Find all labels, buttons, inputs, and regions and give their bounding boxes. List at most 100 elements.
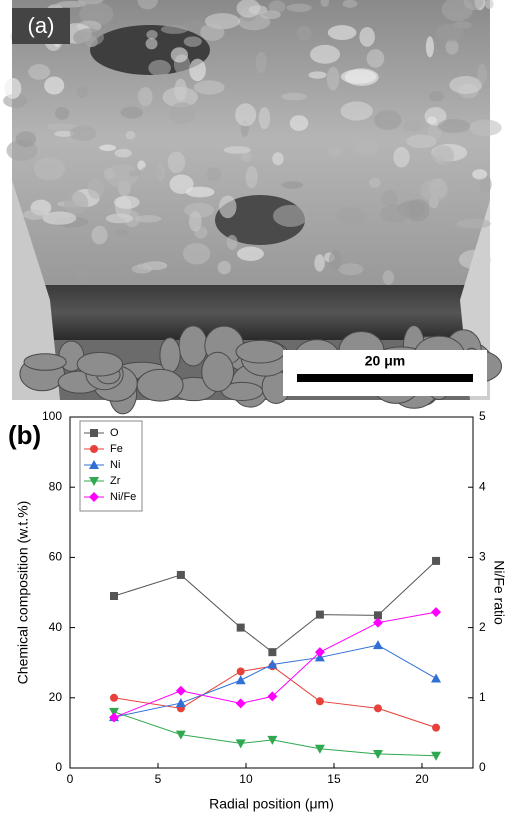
- texture: [287, 4, 312, 12]
- texture: [139, 166, 162, 181]
- grain: [160, 338, 180, 373]
- texture: [449, 76, 482, 94]
- texture: [367, 49, 385, 68]
- texture: [129, 170, 141, 176]
- x-tick-label: 0: [67, 772, 74, 786]
- texture: [273, 205, 308, 227]
- texture: [184, 36, 202, 47]
- texture: [436, 24, 464, 42]
- texture: [171, 47, 188, 62]
- texture: [73, 28, 104, 46]
- marker: [110, 592, 118, 600]
- texture: [170, 175, 194, 195]
- marker: [176, 686, 186, 696]
- y2-tick-label: 5: [479, 409, 486, 423]
- texture: [115, 149, 132, 158]
- texture: [393, 147, 409, 168]
- grain: [77, 352, 122, 376]
- grain: [202, 352, 234, 391]
- texture: [427, 116, 437, 124]
- texture: [359, 27, 375, 47]
- marker: [177, 571, 185, 579]
- y2-tick-label: 0: [479, 760, 486, 774]
- texture: [121, 107, 143, 119]
- texture: [146, 30, 157, 39]
- y2-axis-label: Ni/Fe ratio: [491, 560, 505, 625]
- marker: [90, 429, 98, 437]
- texture: [161, 25, 188, 34]
- texture: [327, 67, 340, 91]
- figure: (a) 20 μm (b) 05101520020406080100012345…: [0, 0, 505, 823]
- texture: [308, 71, 326, 78]
- marker: [268, 648, 276, 656]
- texture: [126, 131, 136, 139]
- texture: [237, 247, 264, 261]
- texture: [146, 38, 158, 49]
- texture: [341, 69, 377, 84]
- y2-tick-label: 1: [479, 690, 486, 704]
- texture: [314, 254, 325, 271]
- marker: [431, 752, 441, 761]
- marker: [374, 704, 382, 712]
- texture: [259, 107, 270, 129]
- texture: [369, 178, 381, 188]
- texture: [382, 190, 398, 207]
- texture: [472, 169, 487, 179]
- series-line: [114, 561, 436, 652]
- legend-label: Ni/Fe: [110, 491, 136, 503]
- texture: [114, 196, 140, 209]
- texture: [246, 166, 258, 188]
- texture: [148, 60, 171, 76]
- texture: [224, 146, 251, 154]
- texture: [106, 214, 133, 224]
- scale-bar: [297, 374, 473, 382]
- marker: [316, 697, 324, 705]
- y2-tick-label: 3: [479, 550, 486, 564]
- texture: [4, 78, 21, 99]
- texture: [132, 264, 152, 273]
- legend-label: O: [110, 427, 119, 439]
- texture: [88, 179, 104, 199]
- x-axis-label: Radial position (μm): [209, 796, 334, 812]
- texture: [16, 131, 36, 147]
- texture: [457, 219, 491, 229]
- marker: [176, 698, 186, 707]
- y-tick-label: 0: [55, 760, 62, 774]
- marker: [236, 698, 246, 708]
- texture: [70, 126, 96, 141]
- texture: [28, 64, 50, 80]
- texture: [34, 157, 66, 180]
- texture: [383, 270, 394, 284]
- texture: [42, 211, 76, 224]
- texture: [310, 45, 340, 64]
- x-tick-label: 10: [239, 772, 253, 786]
- texture: [47, 123, 76, 130]
- y-tick-label: 20: [49, 690, 63, 704]
- texture: [77, 86, 88, 98]
- texture: [469, 119, 501, 136]
- texture: [99, 145, 116, 151]
- legend-label: Fe: [110, 443, 123, 455]
- marker: [110, 694, 118, 702]
- texture: [281, 93, 307, 101]
- marker: [236, 675, 246, 684]
- texture: [459, 250, 491, 269]
- legend-label: Zr: [110, 475, 121, 487]
- marker: [432, 557, 440, 565]
- texture: [206, 167, 221, 181]
- texture: [477, 64, 487, 84]
- marker: [431, 607, 441, 617]
- texture: [328, 25, 357, 40]
- texture: [343, 0, 358, 8]
- texture: [23, 210, 45, 220]
- texture: [328, 147, 343, 157]
- texture: [44, 76, 64, 94]
- y-tick-label: 40: [49, 620, 63, 634]
- marker: [316, 611, 324, 619]
- x-tick-label: 15: [327, 772, 341, 786]
- texture: [338, 263, 363, 275]
- grain: [236, 340, 285, 363]
- x-tick-label: 20: [415, 772, 429, 786]
- grain: [179, 326, 207, 366]
- texture: [235, 103, 256, 126]
